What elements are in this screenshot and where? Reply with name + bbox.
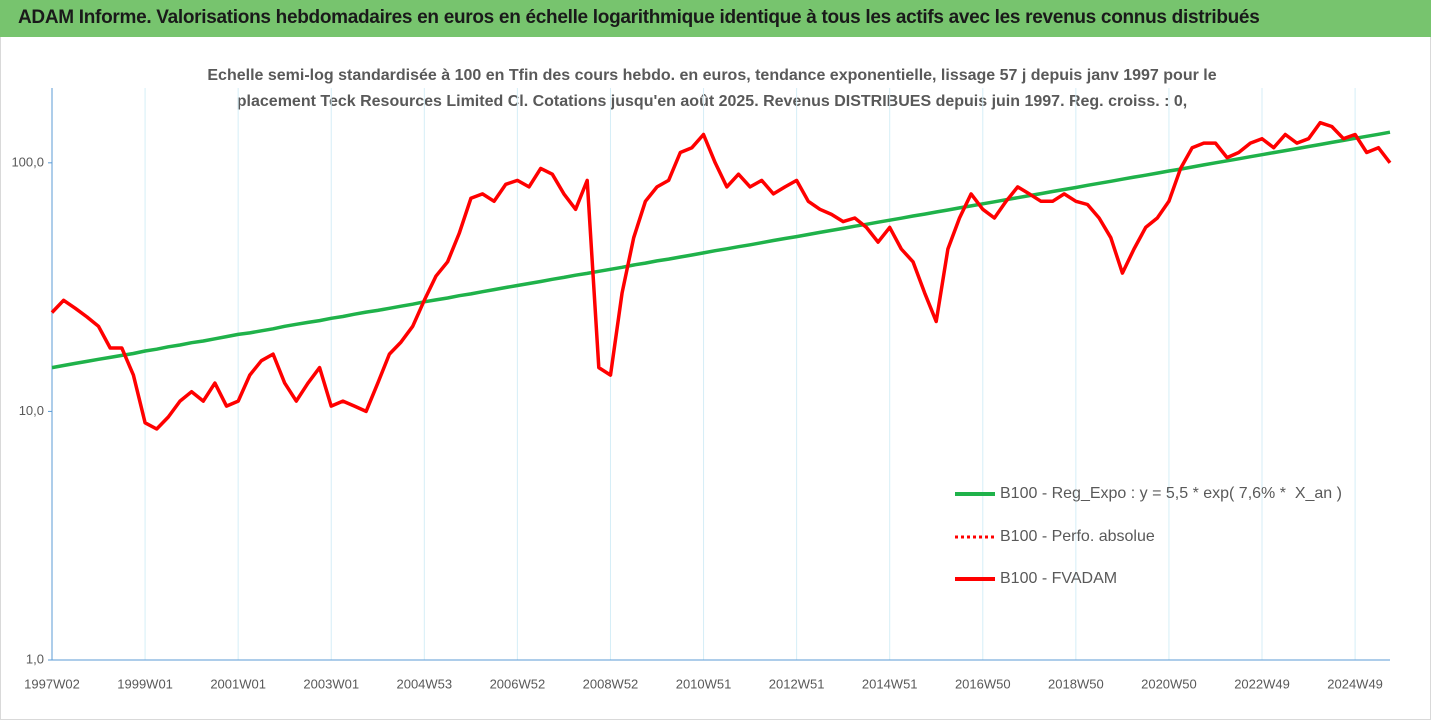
x-tick-label: 1997W02 <box>24 676 80 691</box>
x-tick-label: 1999W01 <box>117 676 173 691</box>
y-tick-label: 1,0 <box>26 651 44 666</box>
header-bar: ADAM Informe. Valorisations hebdomadaire… <box>0 0 1431 37</box>
x-tick-label: 2022W49 <box>1234 676 1290 691</box>
y-tick-label: 10,0 <box>19 403 44 418</box>
x-tick-label: 2018W50 <box>1048 676 1104 691</box>
x-tick-label: 2014W51 <box>862 676 918 691</box>
x-tick-label: 2001W01 <box>210 676 266 691</box>
x-tick-label: 2024W49 <box>1327 676 1383 691</box>
chart-subtitle: placement Teck Resources Limited Cl. Cot… <box>237 93 1187 110</box>
chart-subtitle: Echelle semi-log standardisée à 100 en T… <box>207 67 1216 84</box>
x-tick-label: 2008W52 <box>583 676 639 691</box>
legend-label: B100 - FVADAM <box>1000 570 1117 587</box>
x-tick-label: 2004W53 <box>396 676 452 691</box>
x-tick-label: 2010W51 <box>676 676 732 691</box>
chart-title: ADAM Informe. Valorisations hebdomadaire… <box>18 7 1260 28</box>
x-tick-label: 2006W52 <box>490 676 546 691</box>
series-line <box>50 120 1392 431</box>
x-tick-label: 2003W01 <box>303 676 359 691</box>
x-tick-label: 2016W50 <box>955 676 1011 691</box>
legend-label: B100 - Perfo. absolue <box>1000 528 1155 545</box>
legend-label: B100 - Reg_Expo : y = 5,5 * exp( 7,6% * … <box>1000 485 1342 502</box>
y-tick-label: 100,0 <box>11 154 44 169</box>
x-tick-label: 2012W51 <box>769 676 825 691</box>
series-line <box>51 130 1391 370</box>
x-tick-label: 2020W50 <box>1141 676 1197 691</box>
